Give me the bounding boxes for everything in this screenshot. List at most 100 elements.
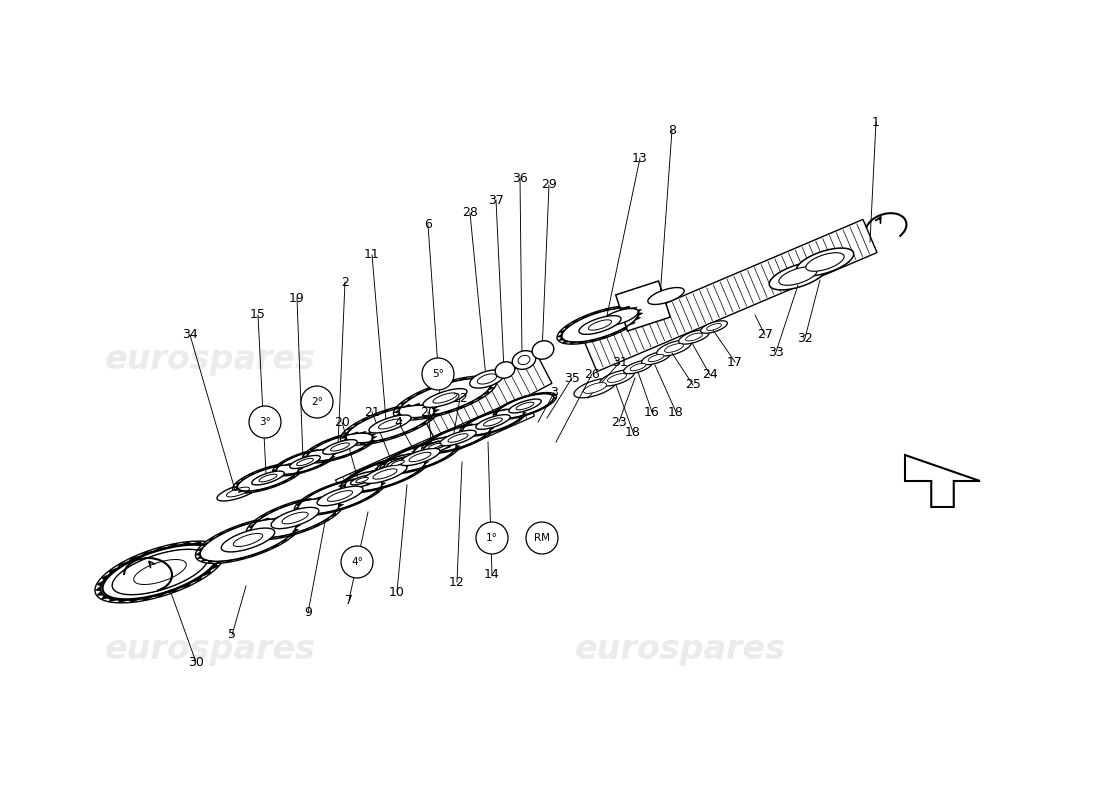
Polygon shape — [460, 408, 527, 436]
Polygon shape — [416, 391, 425, 396]
Polygon shape — [432, 413, 443, 416]
Polygon shape — [342, 434, 351, 437]
Polygon shape — [408, 462, 414, 466]
Polygon shape — [221, 528, 275, 552]
Polygon shape — [378, 476, 383, 479]
Polygon shape — [549, 400, 553, 404]
Polygon shape — [441, 436, 449, 438]
Polygon shape — [249, 523, 255, 528]
Polygon shape — [409, 452, 431, 462]
Polygon shape — [216, 561, 224, 563]
Polygon shape — [336, 396, 535, 500]
Polygon shape — [464, 434, 470, 436]
Polygon shape — [311, 449, 320, 451]
Polygon shape — [295, 510, 300, 512]
Polygon shape — [619, 326, 628, 330]
Polygon shape — [455, 439, 459, 442]
Polygon shape — [284, 474, 290, 476]
Polygon shape — [292, 463, 298, 466]
Polygon shape — [417, 454, 421, 456]
Polygon shape — [513, 415, 522, 418]
Polygon shape — [141, 551, 153, 556]
Polygon shape — [333, 453, 338, 456]
Polygon shape — [411, 446, 422, 449]
Polygon shape — [284, 463, 292, 466]
Polygon shape — [322, 497, 331, 499]
Polygon shape — [476, 376, 485, 379]
Polygon shape — [432, 441, 441, 443]
Polygon shape — [346, 490, 353, 492]
Polygon shape — [371, 414, 381, 418]
Polygon shape — [252, 535, 260, 538]
Polygon shape — [331, 450, 337, 453]
Polygon shape — [616, 281, 670, 331]
Polygon shape — [430, 413, 438, 417]
Polygon shape — [374, 467, 378, 470]
Polygon shape — [452, 449, 458, 453]
Polygon shape — [496, 427, 505, 430]
Text: 21: 21 — [364, 406, 380, 418]
Polygon shape — [468, 376, 476, 379]
Text: 1: 1 — [872, 115, 880, 129]
Polygon shape — [427, 450, 433, 453]
Polygon shape — [477, 433, 486, 435]
Polygon shape — [396, 455, 404, 457]
Polygon shape — [420, 465, 427, 469]
Polygon shape — [322, 511, 333, 514]
Polygon shape — [453, 442, 459, 446]
Polygon shape — [308, 460, 315, 462]
Polygon shape — [310, 447, 317, 451]
Polygon shape — [356, 470, 365, 474]
Polygon shape — [344, 504, 354, 508]
Polygon shape — [382, 462, 388, 466]
Polygon shape — [377, 464, 382, 467]
Polygon shape — [260, 474, 277, 482]
Polygon shape — [282, 512, 308, 524]
Polygon shape — [354, 422, 362, 426]
Text: 6: 6 — [425, 218, 432, 231]
Polygon shape — [513, 419, 519, 423]
Polygon shape — [352, 442, 360, 445]
Text: RM: RM — [534, 533, 550, 543]
Polygon shape — [424, 389, 468, 407]
Polygon shape — [294, 477, 386, 515]
Polygon shape — [302, 451, 311, 454]
Polygon shape — [217, 532, 227, 537]
Polygon shape — [448, 434, 468, 442]
Polygon shape — [293, 521, 299, 525]
Text: 33: 33 — [768, 346, 784, 358]
Polygon shape — [414, 459, 419, 462]
Polygon shape — [429, 443, 441, 449]
Polygon shape — [385, 471, 392, 474]
Polygon shape — [495, 362, 515, 378]
Text: 3: 3 — [550, 386, 558, 399]
Polygon shape — [454, 405, 465, 409]
Polygon shape — [201, 558, 208, 562]
Polygon shape — [271, 483, 281, 486]
Polygon shape — [308, 466, 317, 470]
Polygon shape — [296, 465, 303, 468]
Polygon shape — [248, 473, 256, 477]
Polygon shape — [602, 309, 638, 326]
Polygon shape — [274, 471, 278, 474]
Polygon shape — [400, 466, 408, 469]
Polygon shape — [109, 568, 118, 574]
Polygon shape — [288, 518, 295, 522]
Polygon shape — [298, 468, 304, 471]
Polygon shape — [378, 486, 384, 490]
Text: 30: 30 — [188, 655, 204, 669]
Polygon shape — [323, 439, 332, 443]
Polygon shape — [290, 501, 303, 505]
Polygon shape — [372, 487, 383, 490]
Text: 15: 15 — [250, 309, 266, 322]
Polygon shape — [286, 458, 294, 461]
Polygon shape — [494, 393, 557, 419]
Polygon shape — [339, 486, 343, 489]
Polygon shape — [327, 449, 332, 450]
Polygon shape — [224, 559, 235, 562]
Polygon shape — [217, 483, 258, 501]
Text: 36: 36 — [513, 171, 528, 185]
Polygon shape — [474, 422, 483, 425]
Polygon shape — [372, 479, 378, 483]
Polygon shape — [197, 547, 204, 551]
